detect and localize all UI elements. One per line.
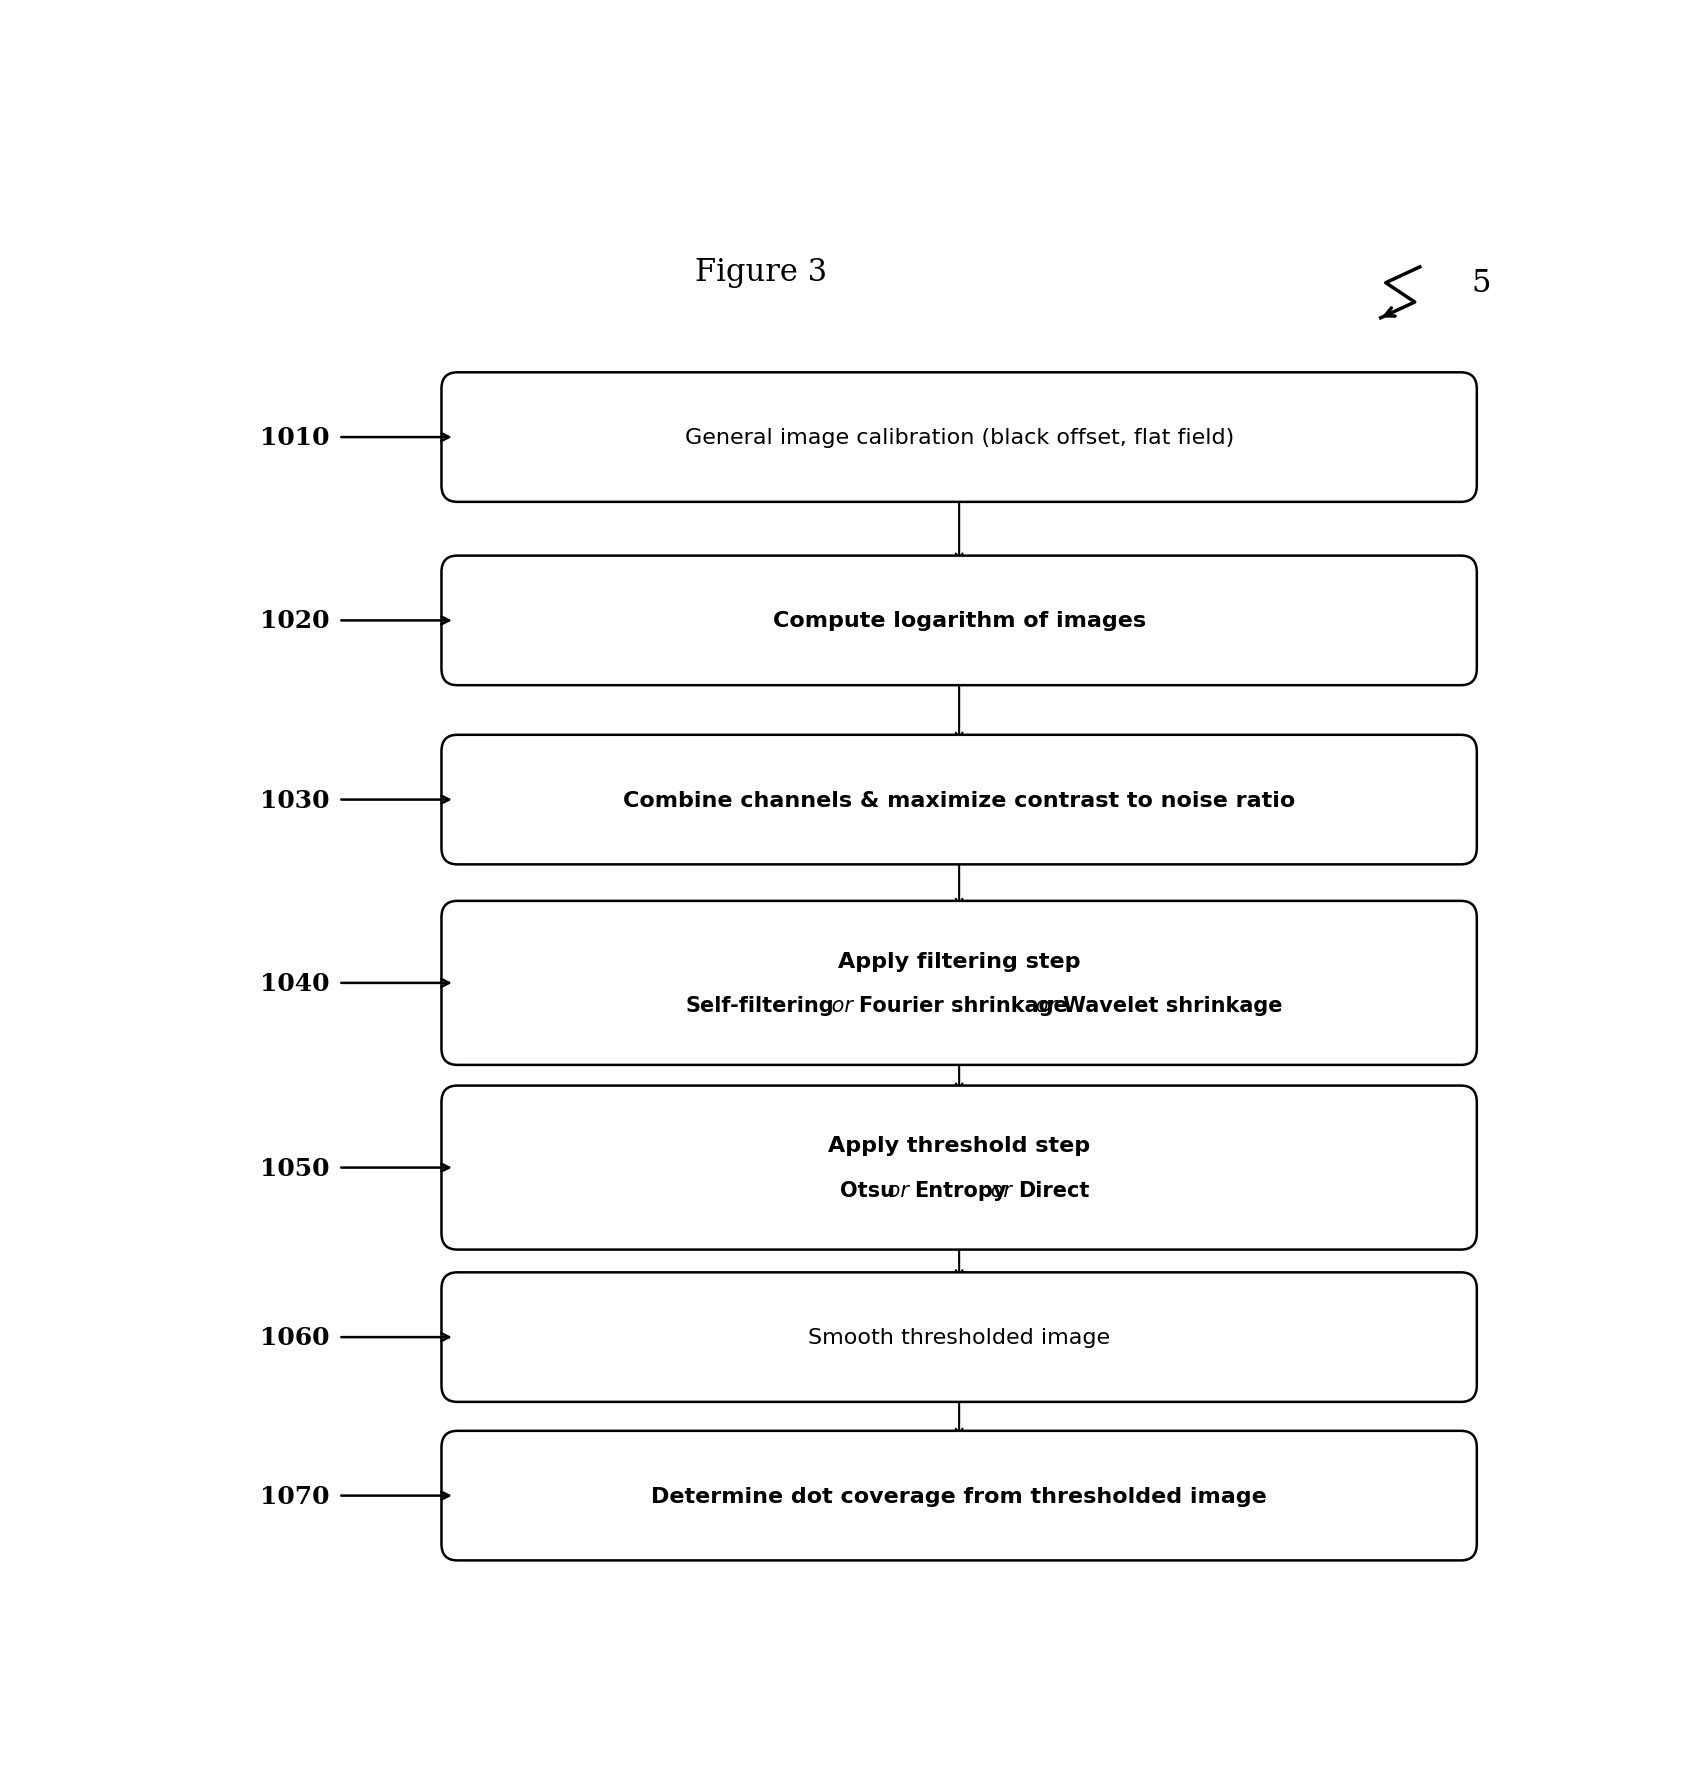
Text: Direct: Direct	[1017, 1181, 1089, 1200]
FancyBboxPatch shape	[441, 735, 1477, 864]
Text: Smooth thresholded image: Smooth thresholded image	[808, 1327, 1111, 1347]
Text: 1070: 1070	[261, 1483, 329, 1508]
Text: Compute logarithm of images: Compute logarithm of images	[772, 612, 1145, 632]
Text: or: or	[1029, 996, 1063, 1016]
FancyBboxPatch shape	[441, 556, 1477, 685]
Text: 1010: 1010	[261, 426, 329, 449]
Text: Determine dot coverage from thresholded image: Determine dot coverage from thresholded …	[651, 1487, 1268, 1506]
Text: Self-filtering: Self-filtering	[685, 996, 833, 1016]
FancyBboxPatch shape	[441, 902, 1477, 1064]
FancyBboxPatch shape	[441, 374, 1477, 503]
Text: 1060: 1060	[261, 1326, 329, 1349]
Text: Combine channels & maximize contrast to noise ratio: Combine channels & maximize contrast to …	[624, 791, 1295, 810]
Text: Figure 3: Figure 3	[695, 258, 826, 288]
Text: Otsu: Otsu	[840, 1181, 896, 1200]
Text: Apply threshold step: Apply threshold step	[828, 1136, 1091, 1156]
Text: or: or	[825, 996, 861, 1016]
Text: 1020: 1020	[261, 608, 329, 633]
FancyBboxPatch shape	[441, 1272, 1477, 1403]
Text: Entropy: Entropy	[913, 1181, 1007, 1200]
Text: 1030: 1030	[261, 789, 329, 812]
Text: Wavelet shrinkage: Wavelet shrinkage	[1063, 996, 1283, 1016]
FancyBboxPatch shape	[441, 1086, 1477, 1251]
Text: 1050: 1050	[261, 1156, 329, 1181]
Text: or: or	[881, 1181, 915, 1200]
Text: 5: 5	[1471, 268, 1491, 299]
Text: or: or	[985, 1181, 1019, 1200]
FancyBboxPatch shape	[441, 1431, 1477, 1560]
Text: Fourier shrinkage: Fourier shrinkage	[859, 996, 1068, 1016]
Text: 1040: 1040	[261, 971, 329, 995]
Text: Apply filtering step: Apply filtering step	[838, 952, 1080, 971]
Text: General image calibration (black offset, flat field): General image calibration (black offset,…	[685, 428, 1234, 447]
